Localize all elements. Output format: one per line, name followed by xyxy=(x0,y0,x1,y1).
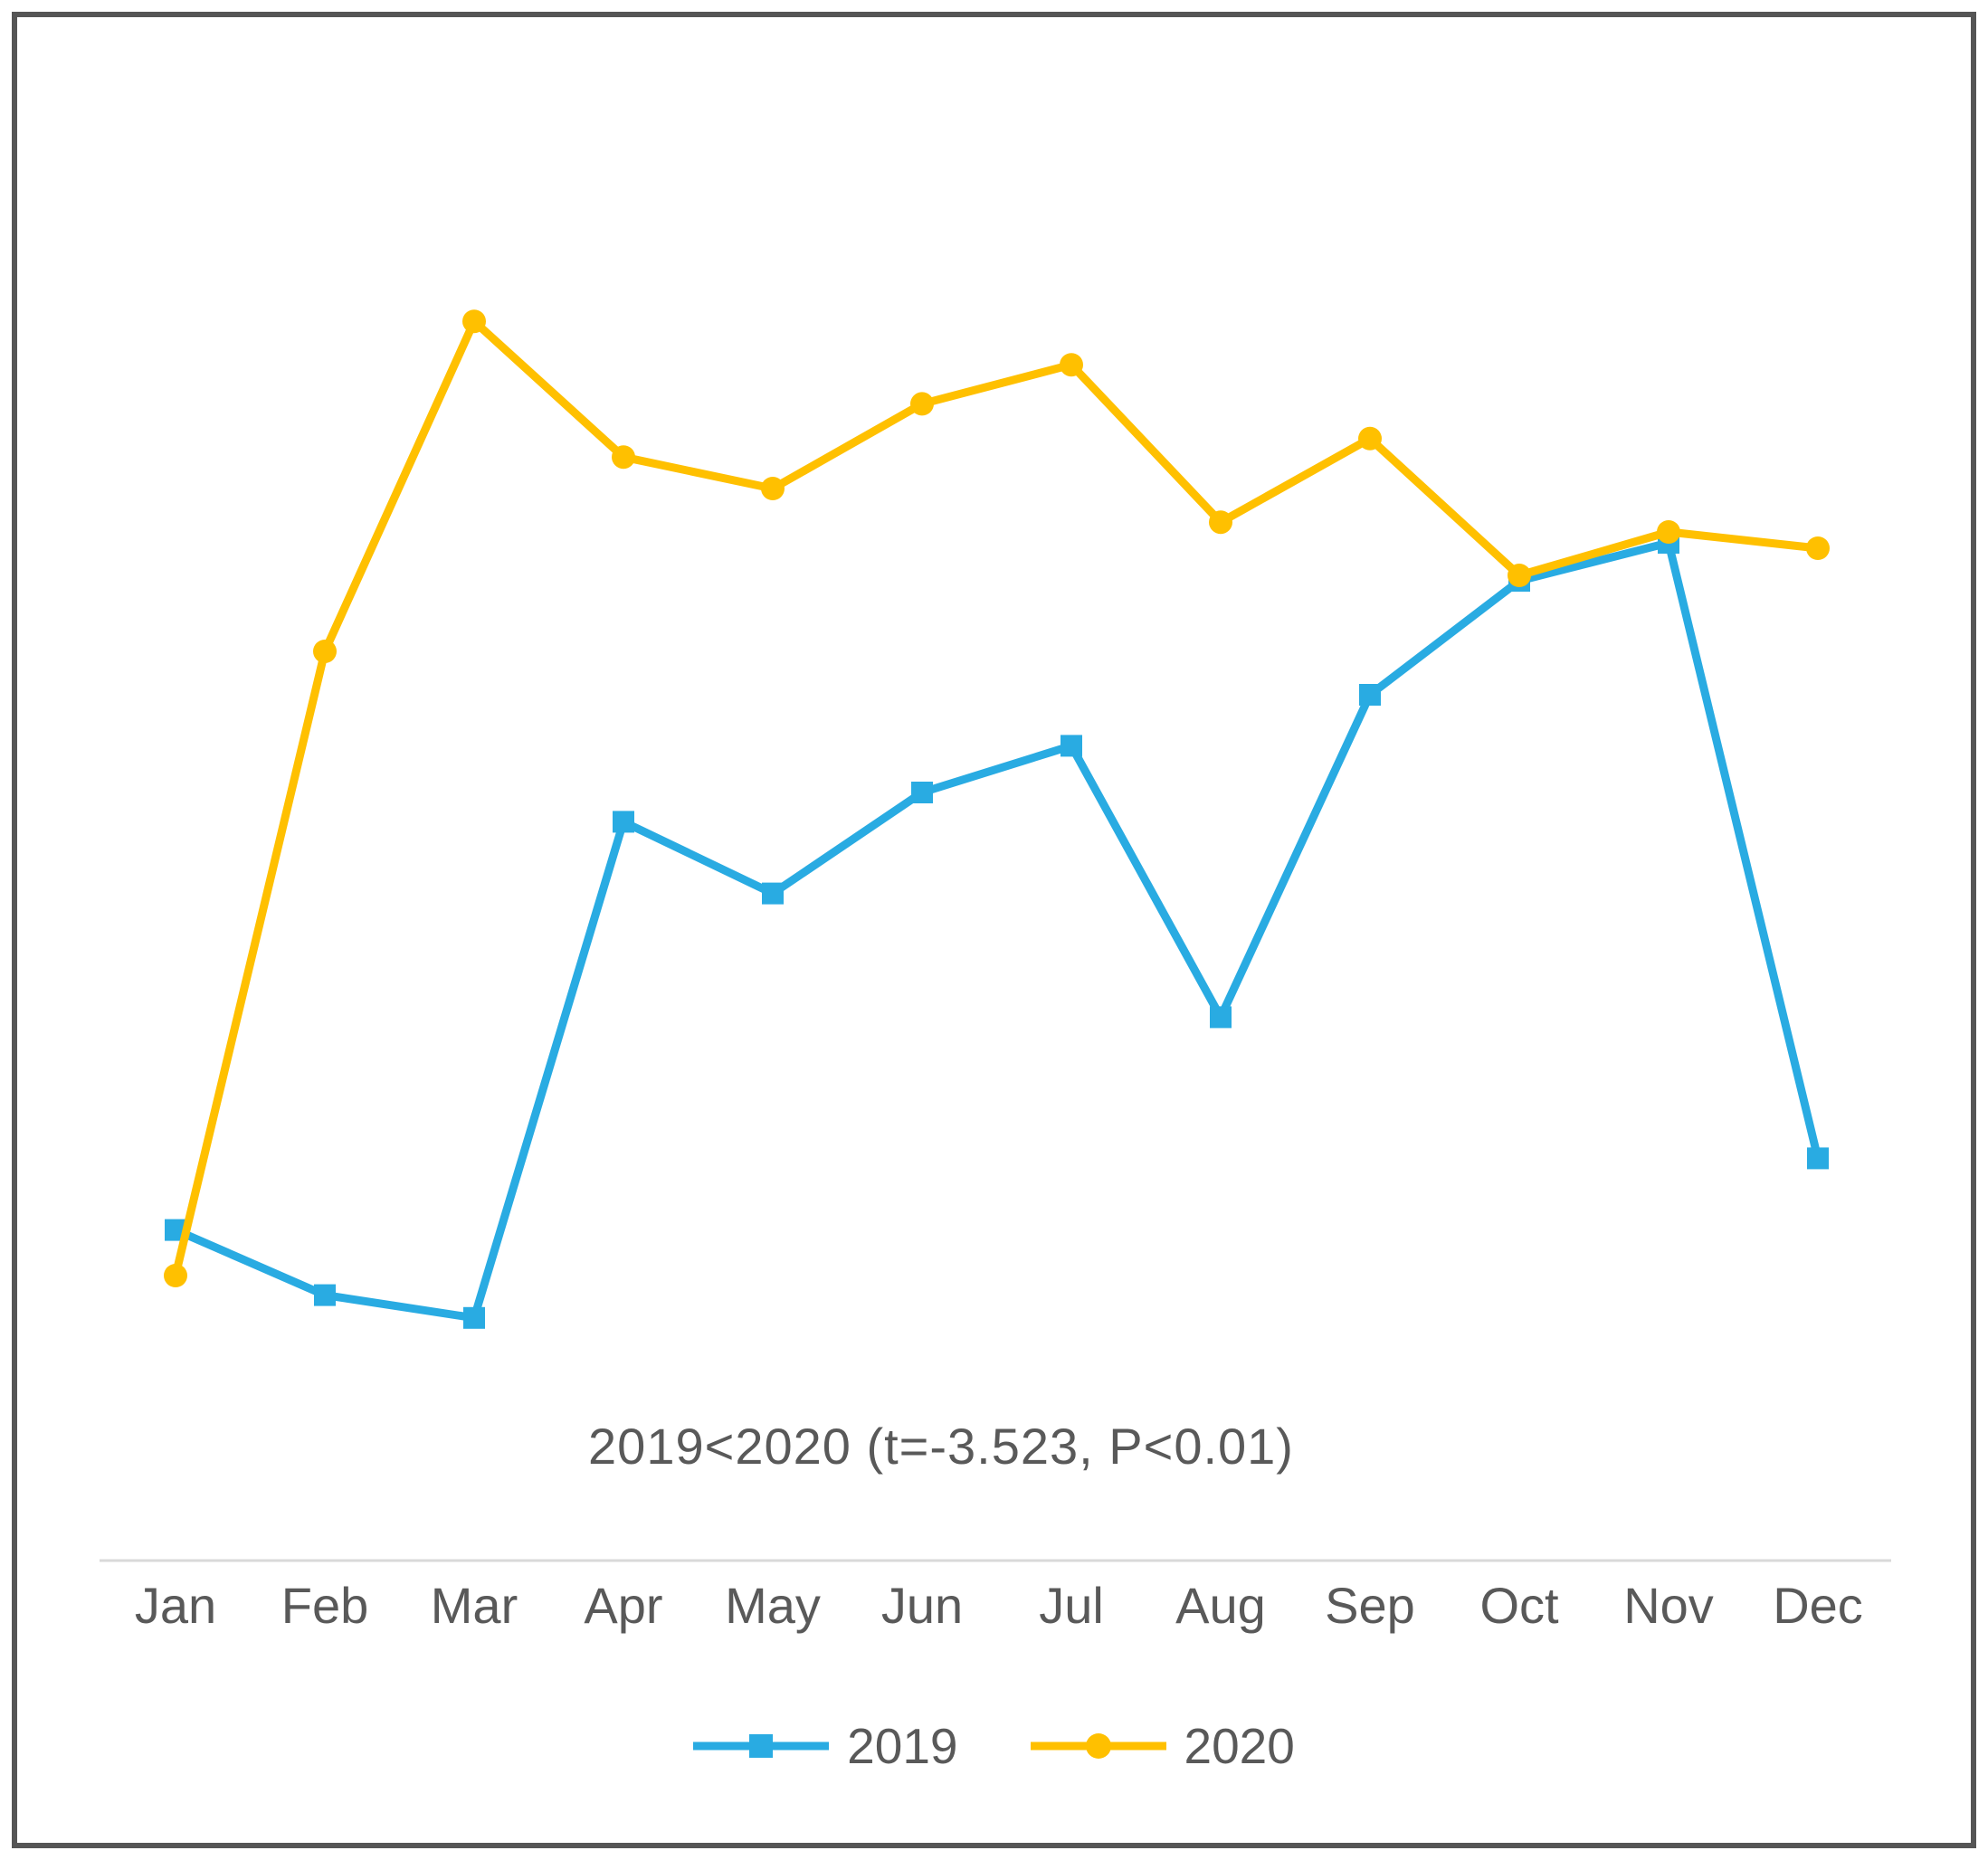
legend-label-2020: 2020 xyxy=(1184,1718,1295,1774)
data-point-marker-2020 xyxy=(1209,510,1232,535)
x-tick-label-dec: Dec xyxy=(1773,1577,1863,1634)
legend-item-2019: 2019 xyxy=(693,1717,958,1775)
data-point-marker-2019 xyxy=(314,1284,336,1306)
data-point-marker-2019 xyxy=(1061,735,1082,757)
data-point-marker-2020 xyxy=(462,309,486,334)
series-line-2019 xyxy=(174,537,1822,1323)
data-point-marker-2020 xyxy=(1806,536,1830,560)
series-line-2020 xyxy=(171,314,1819,1277)
series-layer xyxy=(164,309,1830,1329)
x-tick-label-mar: Mar xyxy=(430,1577,518,1634)
data-point-marker-2020 xyxy=(910,392,934,416)
x-tick-label-nov: Nov xyxy=(1623,1577,1714,1634)
legend-label-2019: 2019 xyxy=(847,1718,958,1774)
x-tick-label-feb: Feb xyxy=(281,1577,369,1634)
data-point-marker-2020 xyxy=(1657,520,1680,544)
data-point-marker-2019 xyxy=(613,811,634,833)
data-point-marker-2019 xyxy=(1807,1147,1829,1170)
stat-annotation: 2019<2020 (t=-3.523, P<0.01) xyxy=(588,1418,1294,1475)
x-tick-label-sep: Sep xyxy=(1325,1577,1415,1634)
data-point-marker-2020 xyxy=(761,477,785,500)
x-tick-label-oct: Oct xyxy=(1479,1577,1559,1634)
x-tick-label-jan: Jan xyxy=(134,1577,217,1634)
x-tick-label-aug: Aug xyxy=(1175,1577,1266,1634)
data-point-marker-2020 xyxy=(164,1264,187,1287)
data-point-marker-2019 xyxy=(911,782,933,803)
data-point-marker-2020 xyxy=(1508,564,1531,587)
data-point-marker-2019 xyxy=(762,882,784,905)
legend-line-square-icon xyxy=(693,1734,830,1758)
data-point-marker-2019 xyxy=(1210,1006,1232,1029)
x-tick-label-apr: Apr xyxy=(584,1577,663,1634)
x-tick-label-jul: Jul xyxy=(1039,1577,1104,1634)
data-point-marker-2019 xyxy=(1359,684,1381,706)
legend: 2019 2020 xyxy=(0,1717,1988,1775)
legend-item-2020: 2020 xyxy=(1030,1717,1295,1775)
data-point-marker-2020 xyxy=(612,445,635,470)
data-point-marker-2019 xyxy=(463,1306,485,1329)
data-point-marker-2020 xyxy=(1358,426,1382,451)
outer-frame xyxy=(12,12,1976,1848)
data-point-marker-2020 xyxy=(1060,353,1083,377)
x-tick-label-jun: Jun xyxy=(880,1577,964,1634)
x-tick-label-may: May xyxy=(725,1577,821,1634)
legend-line-circle-icon xyxy=(1030,1733,1166,1759)
data-point-marker-2020 xyxy=(313,640,337,663)
